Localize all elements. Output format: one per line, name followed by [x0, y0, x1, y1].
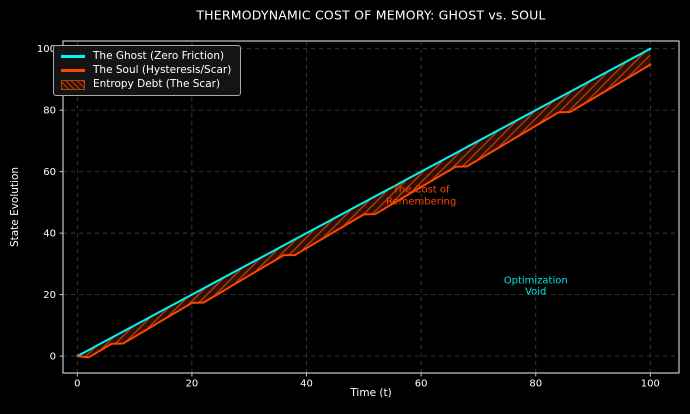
y-tick-label: 60: [43, 167, 56, 178]
y-tick-label: 0: [50, 352, 56, 363]
soul-line: [76, 63, 652, 359]
y-tick-label: 40: [43, 229, 56, 240]
annotation: The Cost of Remembering: [385, 184, 457, 208]
x-tick-label: 40: [300, 379, 313, 390]
legend-label: Entropy Debt (The Scar): [93, 78, 221, 91]
legend-label: The Ghost (Zero Friction): [93, 50, 225, 63]
x-tick-label: 0: [74, 379, 80, 390]
ghost-line: [76, 47, 652, 358]
y-tick-label: 100: [37, 44, 56, 55]
x-tick-label: 100: [641, 379, 660, 390]
annotation: Optimization Void: [503, 275, 568, 298]
legend-item-soul: The Soul (Hysteresis/Scar): [61, 64, 231, 77]
ghost-line-swatch: [61, 55, 85, 58]
chart-title: THERMODYNAMIC COST OF MEMORY: GHOST vs. …: [196, 7, 546, 23]
legend-item-entropy-debt: Entropy Debt (The Scar): [61, 78, 231, 91]
x-tick-label: 20: [186, 379, 199, 390]
legend-label: The Soul (Hysteresis/Scar): [93, 64, 232, 77]
y-tick-label: 20: [43, 290, 56, 301]
plot-spine: [62, 40, 680, 374]
y-axis-label: State Evolution: [9, 166, 21, 248]
x-tick-label: 80: [529, 379, 542, 390]
x-axis-label: Time (t): [350, 387, 392, 399]
legend: The Ghost (Zero Friction) The Soul (Hyst…: [53, 45, 242, 96]
x-tick-label: 60: [415, 379, 428, 390]
soul-line-swatch: [61, 69, 85, 72]
entropy-debt-hatch-swatch: [61, 79, 85, 90]
legend-item-ghost: The Ghost (Zero Friction): [61, 50, 231, 63]
y-tick-label: 80: [43, 106, 56, 117]
